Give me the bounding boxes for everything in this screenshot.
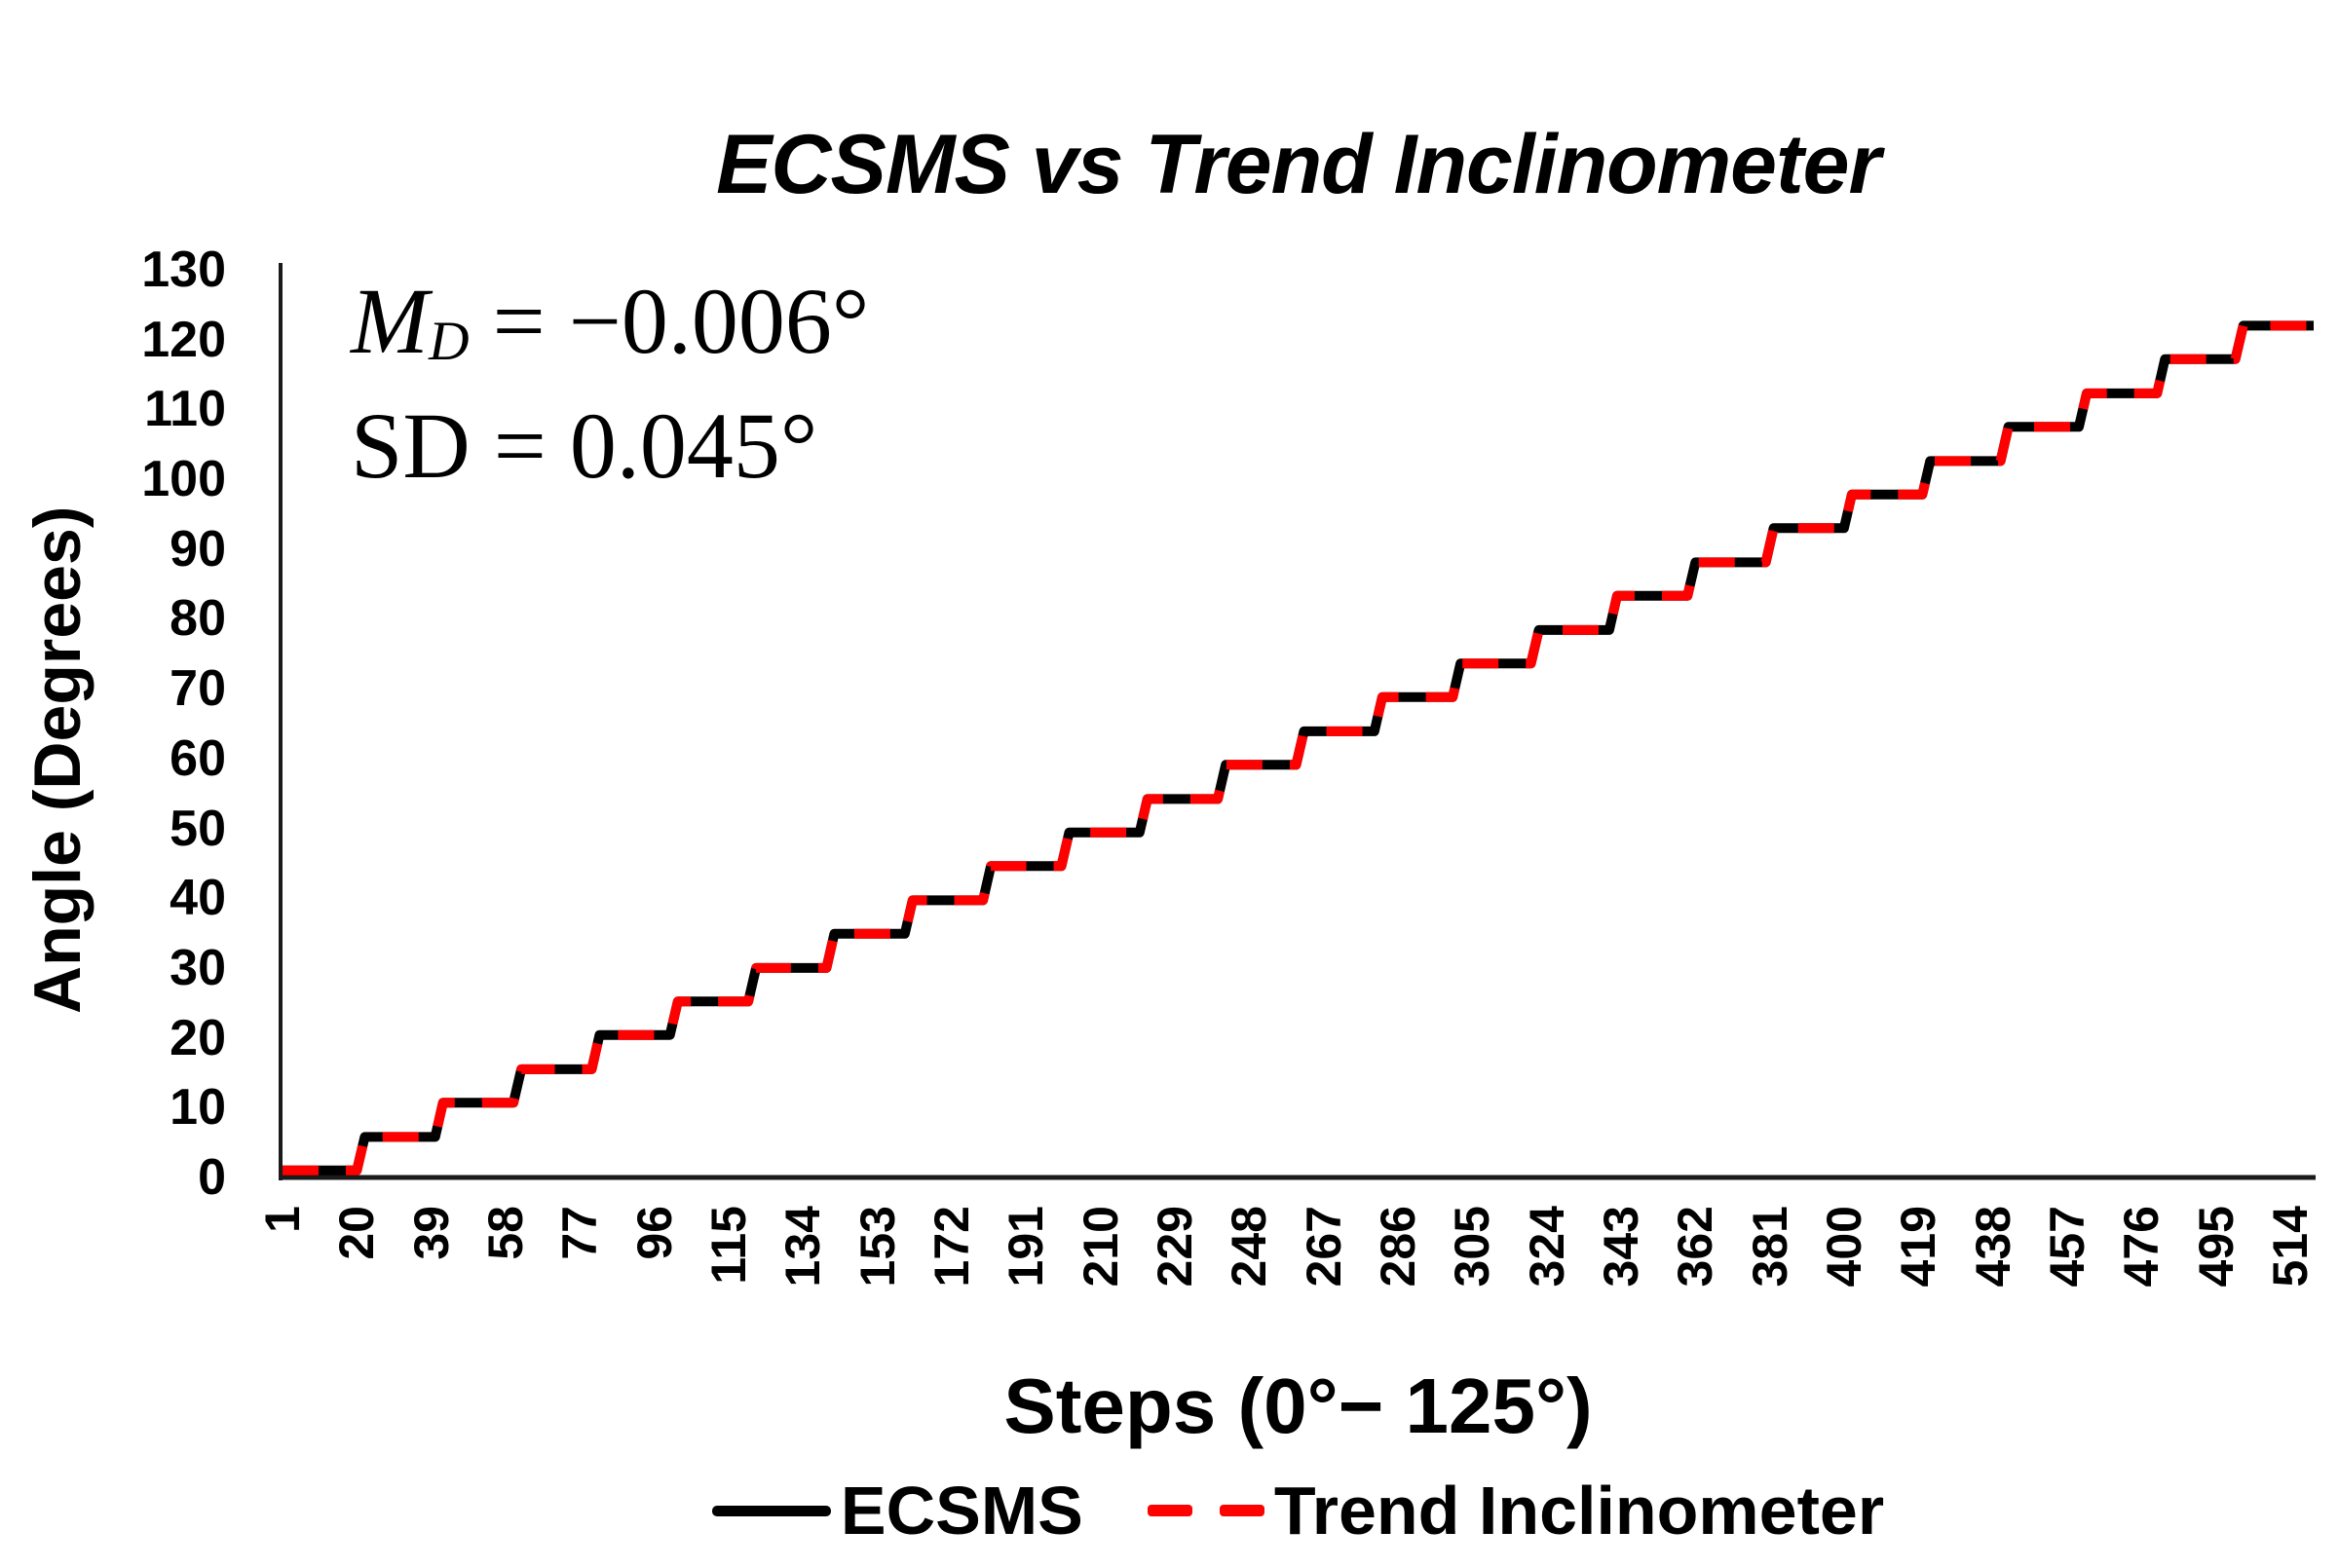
y-tick-label: 40 bbox=[170, 870, 226, 927]
y-tick-label: 70 bbox=[170, 660, 226, 718]
y-tick-label: 90 bbox=[170, 520, 226, 578]
annotation-mean-difference: MD = −0.006° bbox=[351, 275, 869, 370]
legend-label-trend-inclinometer: Trend Inclinometer bbox=[1273, 1473, 1885, 1549]
legend: ECSMS Trend Inclinometer bbox=[281, 1467, 2316, 1554]
y-tick-label: 10 bbox=[170, 1079, 226, 1137]
legend-label-ecsms: ECSMS bbox=[840, 1473, 1083, 1549]
md-subscript: D bbox=[428, 310, 470, 372]
y-tick-label: 0 bbox=[198, 1149, 226, 1206]
y-tick-label: 130 bbox=[141, 242, 226, 298]
y-tick-label: 60 bbox=[170, 729, 226, 787]
y-tick-label: 20 bbox=[170, 1009, 226, 1066]
md-symbol: M bbox=[351, 269, 429, 373]
md-value: = −0.006° bbox=[469, 269, 870, 373]
y-tick-label: 30 bbox=[170, 939, 226, 996]
y-tick-label: 80 bbox=[170, 590, 226, 648]
y-tick-label: 120 bbox=[141, 311, 226, 368]
y-tick-label: 50 bbox=[170, 800, 226, 857]
chart-title: ECSMS vs Trend Inclinometer bbox=[716, 118, 1881, 211]
legend-swatch-trend-inclinometer bbox=[1147, 1505, 1264, 1516]
series-trend-inclinometer-line bbox=[283, 320, 2314, 1176]
legend-swatch-ecsms bbox=[711, 1505, 831, 1516]
y-tick-label: 100 bbox=[141, 451, 226, 508]
x-axis-title: Steps (0°− 125°) bbox=[1003, 1363, 1593, 1449]
annotation-standard-deviation: SD = 0.045° bbox=[351, 393, 818, 498]
y-tick-label: 110 bbox=[144, 381, 226, 438]
